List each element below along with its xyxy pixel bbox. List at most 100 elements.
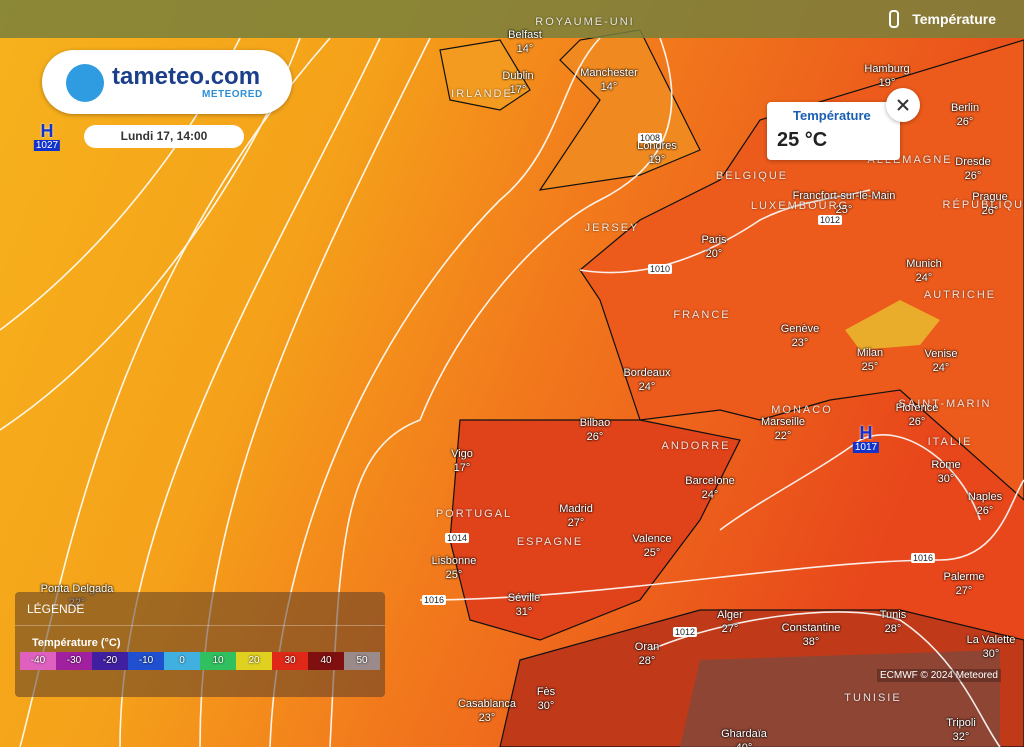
city-label: Tunis 28°	[880, 608, 907, 636]
city-label: Hamburg 19°	[864, 62, 909, 90]
legend-separator	[15, 625, 385, 626]
city-name: Bordeaux	[623, 367, 671, 379]
city-label: Dresde 26°	[955, 155, 990, 183]
city-name: Milan	[856, 347, 884, 359]
city-name: Barcelone	[685, 475, 735, 487]
city-label: Vigo 17°	[451, 447, 473, 475]
city-temp: 26°	[956, 116, 974, 128]
legend-title: LÉGENDE	[27, 602, 85, 616]
legend-tick: -30	[56, 652, 92, 670]
city-label: Dublin 17°	[502, 69, 533, 97]
city-label: Londres 19°	[637, 139, 677, 167]
city-temp: 32°	[952, 731, 970, 743]
country-label: ROYAUME-UNI	[535, 16, 635, 28]
country-label: ITALIE	[927, 436, 973, 448]
city-name: Alger	[717, 609, 743, 621]
city-label: Valence 25°	[633, 532, 672, 560]
popup-title: Température	[793, 108, 871, 123]
pressure-value: 1027	[33, 140, 61, 151]
city-label: Casablanca 23°	[458, 697, 516, 725]
country-label: LUXEMBOURG	[750, 200, 850, 212]
city-name: Séville	[507, 592, 541, 604]
city-label: Marseille 22°	[761, 415, 805, 443]
city-name: Florence	[895, 402, 939, 414]
legend-tick: 50	[344, 652, 380, 670]
city-name: Constantine	[781, 622, 841, 634]
city-temp: 26°	[908, 416, 926, 428]
brand-name: tameteo.com	[112, 63, 261, 90]
city-label: Naples 26°	[968, 490, 1002, 518]
country-label: IRLANDE	[451, 88, 513, 100]
country-label: TUNISIE	[844, 692, 902, 704]
city-name: Francfort-sur-le-Main	[792, 190, 896, 202]
pressure-value: 1017	[852, 442, 880, 453]
legend-subtitle: Température (°C)	[32, 637, 121, 649]
legend-tick: 10	[200, 652, 236, 670]
city-name: Hamburg	[864, 63, 910, 75]
city-label: Fès 30°	[537, 685, 555, 713]
country-label: ANDORRE	[661, 440, 731, 452]
city-label: Belfast 14°	[508, 28, 542, 56]
city-label: Paris 20°	[701, 233, 726, 261]
city-temp: 17°	[453, 462, 471, 474]
city-temp: 22°	[774, 430, 792, 442]
city-label: Rome 30°	[931, 458, 960, 486]
country-label: ESPAGNE	[516, 536, 584, 548]
city-label: Francfort-sur-le-Main 25°	[793, 189, 896, 217]
country-label: PORTUGAL	[435, 508, 513, 520]
isobar-label: 1012	[817, 215, 843, 225]
city-name: Lisbonne	[431, 555, 477, 567]
city-name: Ghardaïa	[721, 728, 767, 740]
city-name: Berlin	[950, 102, 980, 114]
date-pill[interactable]: Lundi 17, 14:00	[84, 125, 244, 148]
pressure-letter: H	[859, 423, 873, 443]
legend-tick: -20	[92, 652, 128, 670]
city-name: Madrid	[559, 503, 593, 515]
city-temp: 24°	[638, 381, 656, 393]
popup-value: 25 °C	[777, 129, 828, 151]
isobar-label: 1012	[672, 627, 698, 637]
city-temp: 25°	[445, 569, 463, 581]
brand-badge[interactable]: tameteo.com METEORED	[42, 50, 292, 114]
country-label: JERSEY	[584, 222, 640, 234]
layer-label[interactable]: Température	[912, 11, 996, 27]
close-button[interactable]	[886, 88, 920, 122]
city-label: Berlin 26°	[951, 101, 979, 129]
city-name: Rome	[931, 459, 961, 471]
city-name: Naples	[967, 491, 1003, 503]
city-label: Genève 23°	[781, 322, 820, 350]
city-label: Constantine 38°	[782, 621, 841, 649]
city-name: Bilbao	[579, 417, 611, 429]
city-name: Londres	[637, 140, 677, 152]
city-temp: 30°	[982, 648, 1000, 660]
color-bar: -40 -30 -20 -10 0 10 20 30 40 50	[20, 652, 380, 670]
brand-logo	[66, 64, 104, 102]
city-label: Bordeaux 24°	[623, 366, 670, 394]
city-label: Bilbao 26°	[580, 416, 611, 444]
legend-tick: 30	[272, 652, 308, 670]
legend-tick: 0	[164, 652, 200, 670]
country-label: MONACO	[771, 404, 833, 416]
city-name: Venise	[924, 348, 958, 360]
city-temp: 26°	[981, 205, 999, 217]
city-label: Barcelone 24°	[685, 474, 735, 502]
city-temp: 25°	[643, 547, 661, 559]
city-name: La Valette	[966, 634, 1016, 646]
city-label: Palerme 27°	[944, 570, 985, 598]
city-label: Prague 26°	[972, 190, 1007, 218]
city-temp: 25°	[835, 204, 853, 216]
city-label: Oran 28°	[635, 640, 659, 668]
city-label: Ghardaïa40°	[721, 727, 767, 747]
city-temp: 24°	[932, 362, 950, 374]
city-temp: 28°	[884, 623, 902, 635]
city-temp: 26°	[964, 170, 982, 182]
country-label: FRANCE	[673, 309, 731, 321]
isobar-label: 1008	[637, 133, 663, 143]
city-name: Vigo	[451, 448, 473, 460]
city-temp: 31°	[515, 606, 533, 618]
city-temp: 26°	[976, 505, 994, 517]
city-temp: 24°	[915, 272, 933, 284]
legend: LÉGENDE Température (°C) -40 -30 -20 -10 0 10…	[15, 592, 385, 697]
city-temp: 27°	[721, 623, 739, 635]
